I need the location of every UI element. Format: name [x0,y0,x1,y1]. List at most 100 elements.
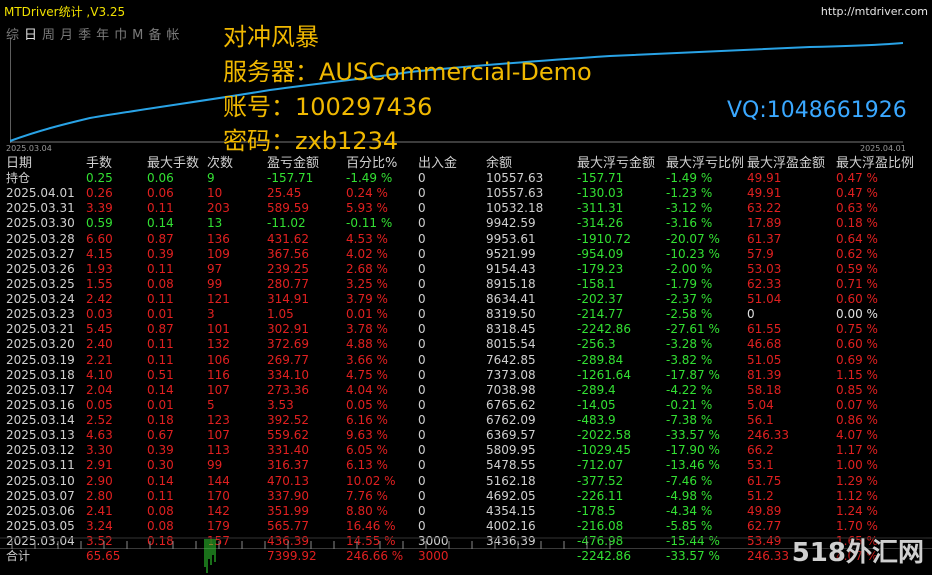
table-row: 2025.03.24 2.42 0.11 121 314.91 3.79 % 0 8634.4… [0,292,932,307]
table-row: 2025.03.27 4.15 0.39 109 367.56 4.02 % 0 9521.9… [0,247,932,262]
deposit-cell: 0 [418,397,426,412]
deposit-header[interactable]: 出入金 [418,156,458,171]
count-cell: 13 [207,216,223,231]
deposit-cell: 0 [418,367,426,382]
max-float-loss-cell: -256.3 [577,337,616,352]
period-tab[interactable]: M [132,28,144,43]
max-float-loss-cell: -712.07 [577,458,624,473]
deposit-cell: 0 [418,322,426,337]
percent-cell: 3.25 % [346,276,388,291]
overlay-account: 账号：100297436 [223,93,433,121]
period-tab[interactable]: 帐 [166,28,180,43]
deposit-cell: 0 [418,171,426,186]
max-lots-header[interactable]: 最大手数 [147,156,200,171]
max-float-profit-pct-cell: 0.59 % [836,261,878,276]
max-float-profit-header[interactable]: 最大浮盈金额 [747,156,826,171]
period-tab[interactable]: 周 [42,28,56,43]
max-float-profit-cell: 58.18 [747,382,782,397]
max-float-loss-pct-cell: -20.07 % [666,231,720,246]
percent-cell: -1.49 % [346,171,393,186]
lots-cell: 4.15 [86,246,113,261]
max-float-loss-cell: -157.71 [577,171,624,186]
max-float-profit-pct-cell: 1.70 % [836,518,878,533]
lots-cell: 3.24 [86,518,113,533]
percent-cell: 4.02 % [346,246,388,261]
max-lots-cell: 0.01 [147,307,174,322]
max-float-profit-pct-cell: 0.47 % [836,171,878,186]
period-tab[interactable]: 巾 [114,28,128,43]
percent-cell: 16.46 % [346,518,396,533]
lots-cell: 2.21 [86,352,113,367]
lots-header[interactable]: 手数 [86,156,113,171]
period-tab[interactable]: 备 [148,28,162,43]
period-tab[interactable]: 季 [78,28,92,43]
table-row: 2025.03.31 3.39 0.11 203 589.59 5.93 % 0 10532.… [0,201,932,216]
max-lots-cell: 0.67 [147,428,174,443]
lots-cell: 0.59 [86,216,113,231]
max-float-loss-cell: -130.03 [577,186,624,201]
max-lots-cell: 0.11 [147,261,174,276]
percent-header[interactable]: 百分比% [346,156,398,171]
max-float-profit-cell: 17.89 [747,216,782,231]
date-header[interactable]: 日期 [6,156,33,171]
deposit-cell: 0 [418,428,426,443]
count-cell: 136 [207,231,230,246]
max-float-loss-pct-cell: -33.57 % [666,428,720,443]
max-lots-cell: 0.08 [147,518,174,533]
deposit-cell: 0 [418,276,426,291]
max-float-loss-cell: -202.37 [577,292,624,307]
max-lots-cell: 0.39 [147,443,174,458]
max-float-loss-pct-cell: -2.58 % [666,307,713,322]
max-float-loss-pct-cell: -3.28 % [666,337,713,352]
balance-cell: 6762.09 [486,413,536,428]
pl-cell: 316.37 [267,458,309,473]
deposit-cell: 0 [418,458,426,473]
table-row: 2025.03.25 1.55 0.08 99 280.77 3.25 % 0 8915.18… [0,277,932,292]
lots-cell: 6.60 [86,231,113,246]
period-tab[interactable]: 日 [24,28,38,43]
pl-cell: 559.62 [267,428,309,443]
table-row: 2025.03.10 2.90 0.14 144 470.13 10.02 % 0 5162.… [0,474,932,489]
period-tab[interactable]: 年 [96,28,110,43]
max-lots-cell: 0.01 [147,397,174,412]
max-float-loss-header[interactable]: 最大浮亏金额 [577,156,656,171]
max-float-loss-pct-cell: -17.90 % [666,443,720,458]
percent-cell: 4.53 % [346,231,388,246]
title-bar: MTDriver统计 ,V3.25 http://mtdriver.com [0,0,932,20]
table-row: 2025.03.30 0.59 0.14 13 -11.02 -0.11 % 0 9942.5… [0,216,932,231]
website-link[interactable]: http://mtdriver.com [820,5,928,18]
balance-header[interactable]: 余额 [486,156,513,171]
deposit-cell: 0 [418,488,426,503]
pl-cell: 273.36 [267,382,309,397]
pl-cell: 25.45 [267,186,302,201]
count-cell: 142 [207,503,230,518]
lots-cell: 2.52 [86,413,113,428]
pl-cell: -11.02 [267,216,306,231]
pl-cell: 280.77 [267,276,309,291]
table-row: 2025.03.18 4.10 0.51 116 334.10 4.75 % 0 7373.0… [0,368,932,383]
count-header[interactable]: 次数 [207,156,234,171]
pl-cell: 269.77 [267,352,309,367]
max-float-loss-pct-header[interactable]: 最大浮亏比例 [666,156,745,171]
balance-cell: 7038.98 [486,382,536,397]
overlay-server: 服务器：AUSCommercial-Demo [223,58,592,86]
pl-header[interactable]: 盈亏金额 [267,156,320,171]
lots-cell: 65.65 [86,549,121,564]
percent-cell: 6.13 % [346,458,388,473]
max-lots-cell: 0.08 [147,503,174,518]
max-float-loss-cell: -1029.45 [577,443,631,458]
max-lots-cell: 0.11 [147,352,174,367]
max-float-loss-cell: -226.11 [577,488,624,503]
max-float-profit-pct-header[interactable]: 最大浮盈比例 [836,156,915,171]
percent-cell: 6.16 % [346,413,388,428]
date-cell: 2025.03.19 [6,352,75,367]
deposit-cell: 0 [418,503,426,518]
max-float-loss-pct-cell: -1.23 % [666,186,713,201]
max-float-profit-pct-cell: 1.24 % [836,503,878,518]
pl-cell: 302.91 [267,322,309,337]
count-cell: 97 [207,261,223,276]
period-tab[interactable]: 月 [60,28,74,43]
period-tab[interactable]: 综 [6,28,20,43]
count-cell: 144 [207,473,230,488]
balance-cell: 8015.54 [486,337,536,352]
